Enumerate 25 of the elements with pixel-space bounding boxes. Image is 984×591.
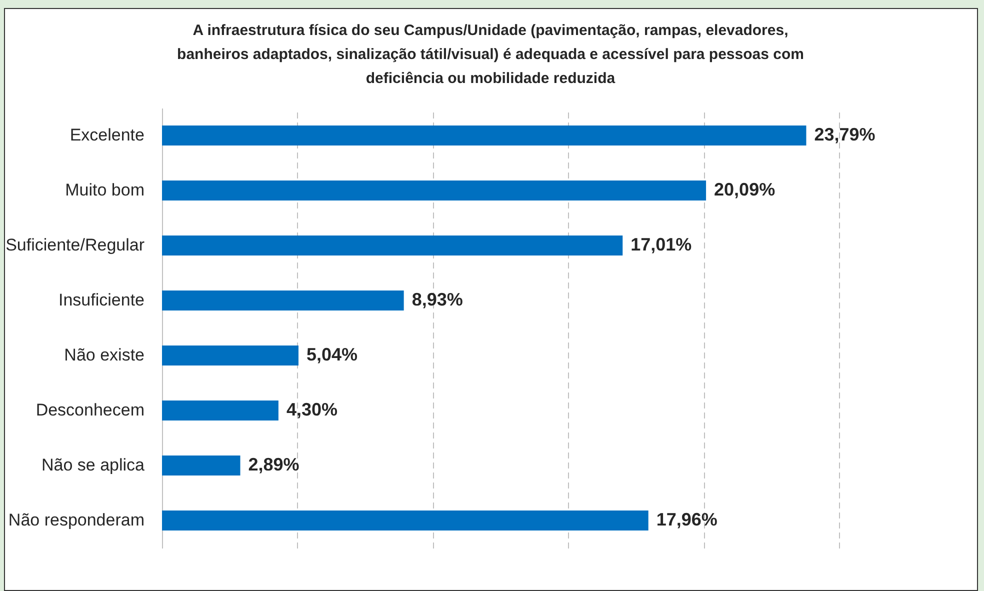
data-label: 5,04% xyxy=(306,344,358,364)
y-tick-label: Desconhecem xyxy=(36,400,144,420)
bar xyxy=(162,290,404,310)
bar xyxy=(162,456,240,476)
bar xyxy=(162,126,806,146)
data-label: 17,96% xyxy=(656,510,718,530)
data-label: 8,93% xyxy=(412,290,463,310)
y-tick-label: Excelente xyxy=(70,126,144,144)
y-tick-label: Suficiente/Regular xyxy=(6,236,145,254)
data-label: 17,01% xyxy=(630,234,692,254)
y-tick-label: Insuficiente xyxy=(58,290,144,310)
bar xyxy=(162,180,706,200)
data-label: 20,09% xyxy=(714,180,776,200)
data-label: 2,89% xyxy=(248,454,300,474)
y-tick-label: Muito bom xyxy=(65,180,144,200)
chart-title: A infraestrutura física do seu Campus/Unidade (pavimentação, rampas, elevadores, banheiros adaptados, sinalização tátil/visual) é adequada e acessível para pessoas com deficiência ou mobilidade reduzida xyxy=(177,22,804,87)
y-tick-label: Não se aplica xyxy=(41,456,146,474)
data-label: 23,79% xyxy=(814,124,876,144)
y-tick-label: Não responderam xyxy=(8,510,144,530)
bar xyxy=(162,346,298,366)
bar xyxy=(162,510,648,530)
y-tick-label: Não existe xyxy=(64,346,144,364)
bar xyxy=(162,400,278,420)
data-label: 4,30% xyxy=(286,400,338,420)
bar xyxy=(162,236,623,256)
